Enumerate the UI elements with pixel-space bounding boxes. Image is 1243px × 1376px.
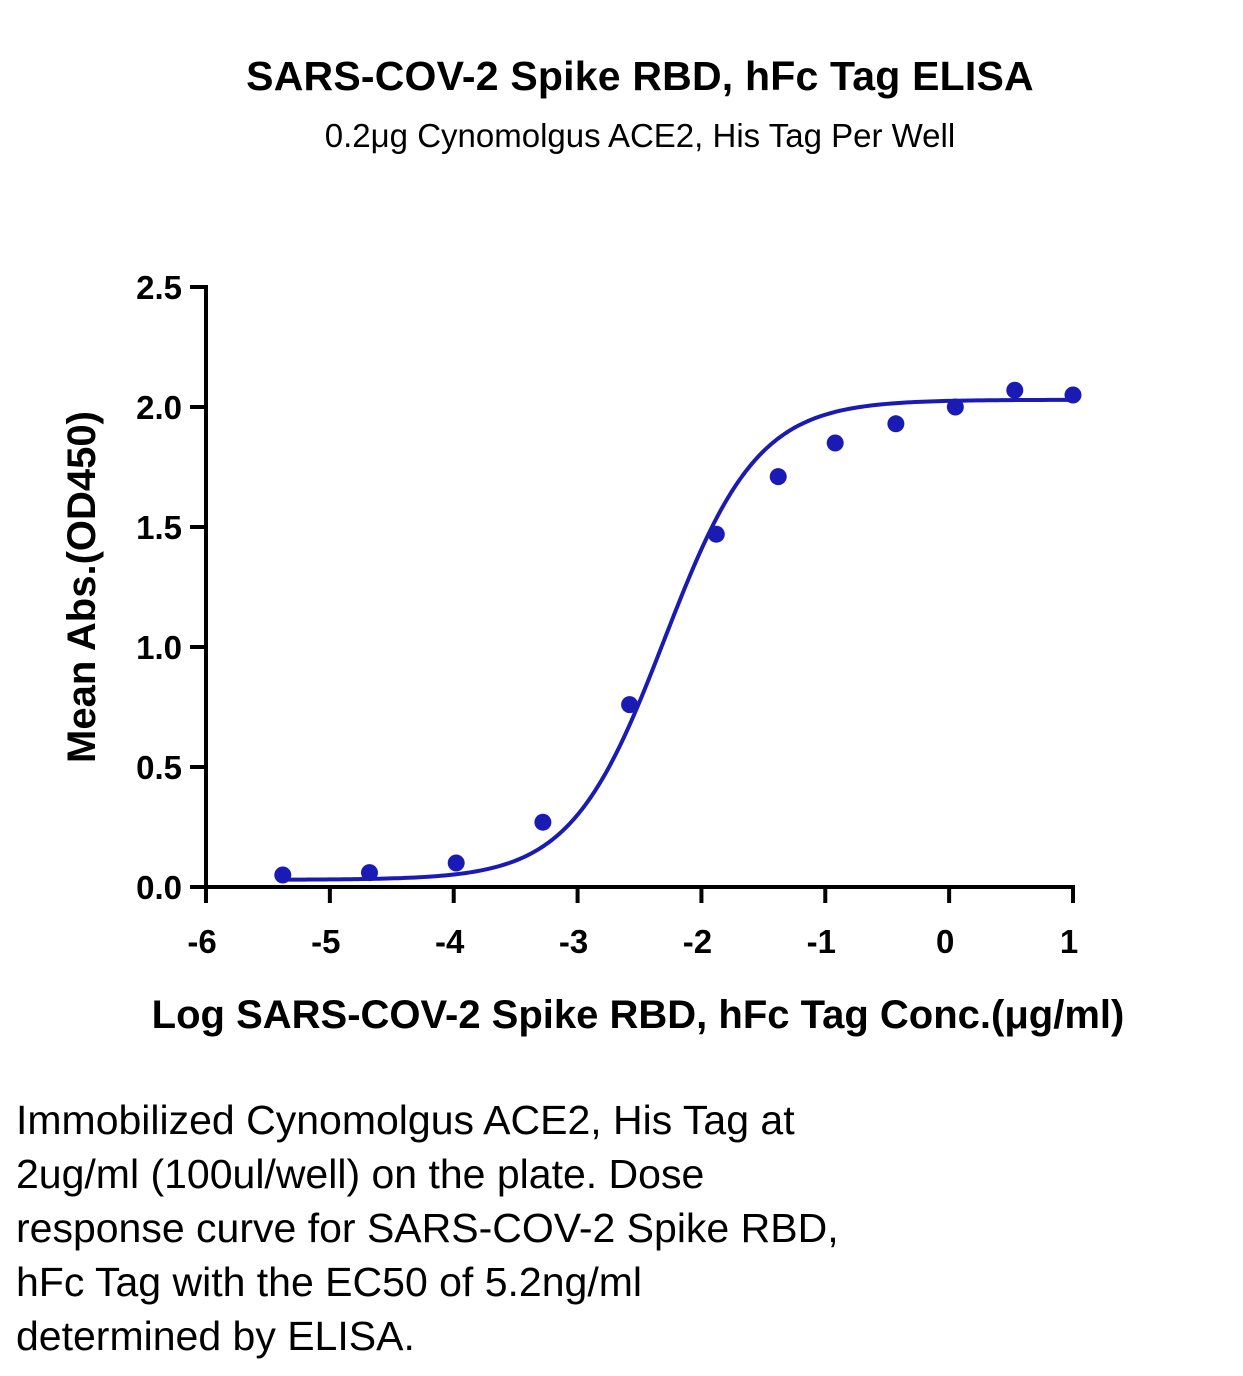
x-tick-label: -2	[683, 923, 712, 960]
fit-curve-group	[282, 397, 1073, 882]
data-point	[769, 468, 787, 486]
y-axis: 0.0 0.5 1.0 1.5 2.0 2.5	[136, 269, 208, 906]
x-axis-title: Log SARS-COV-2 Spike RBD, hFc Tag Conc.(…	[152, 993, 1125, 1037]
x-tick-label: -1	[807, 923, 836, 960]
data-point	[621, 696, 639, 714]
y-tick-label: 2.0	[136, 389, 182, 426]
x-axis: -6 -5 -4 -3 -2 -1 0 1	[187, 885, 1078, 960]
chart-title: SARS-COV-2 Spike RBD, hFc Tag ELISA	[246, 53, 1034, 99]
x-tick-label: -6	[187, 923, 216, 960]
data-points	[274, 381, 1082, 884]
data-point	[946, 398, 964, 416]
y-tick-label: 0.0	[136, 869, 182, 906]
data-point	[447, 854, 465, 872]
data-point	[1064, 386, 1082, 404]
x-tick-label: 0	[936, 923, 954, 960]
y-axis-title: Mean Abs.(OD450)	[60, 411, 104, 763]
data-point	[534, 813, 552, 831]
figure-caption: Immobilized Cynomolgus ACE2, His Tag at …	[16, 1097, 839, 1359]
chart-subtitle: 0.2μg Cynomolgus ACE2, His Tag Per Well	[324, 117, 956, 154]
x-tick-label: -4	[435, 923, 465, 960]
data-point	[1006, 381, 1024, 399]
x-tick-label: -3	[559, 923, 588, 960]
fit-curve	[282, 397, 1073, 882]
y-tick-label: 1.0	[136, 629, 182, 666]
x-tick-label: -5	[311, 923, 340, 960]
y-tick-label: 0.5	[136, 749, 182, 786]
chart-plot: 0.0 0.5 1.0 1.5 2.0 2.5 -6 -5 -4 -3 -2 -1 0 1 Mean A…	[60, 269, 1125, 1037]
data-point	[826, 434, 844, 452]
data-point	[887, 415, 905, 433]
y-tick-label: 2.5	[136, 269, 182, 306]
x-tick-label: 1	[1060, 923, 1078, 960]
data-point	[274, 866, 292, 884]
data-point	[707, 525, 725, 543]
y-tick-label: 1.5	[136, 509, 182, 546]
data-point	[360, 864, 378, 882]
